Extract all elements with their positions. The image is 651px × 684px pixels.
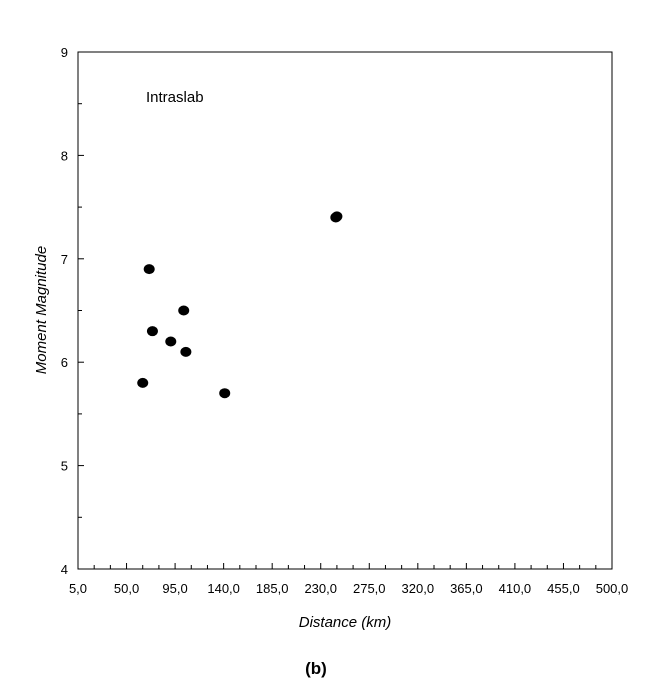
x-tick-label: 50,0: [114, 581, 139, 596]
data-point: [143, 264, 155, 275]
x-axis-title: Distance (km): [299, 614, 392, 631]
x-tick-label: 140,0: [207, 581, 240, 596]
y-tick-label: 9: [61, 45, 68, 60]
x-tick-label: 365,0: [450, 581, 483, 596]
data-point: [219, 388, 231, 399]
y-tick-label: 4: [61, 562, 68, 577]
x-tick-label: 185,0: [256, 581, 289, 596]
x-tick-label: 500,0: [596, 581, 629, 596]
data-point: [165, 336, 177, 347]
x-tick-label: 455,0: [547, 581, 580, 596]
y-tick-label: 5: [61, 459, 68, 474]
plot-area: [77, 51, 613, 570]
data-point: [137, 377, 149, 388]
x-tick-label: 5,0: [69, 581, 87, 596]
data-point: [180, 346, 192, 357]
data-point: [331, 211, 343, 222]
x-axis-ticks: 5,0 50,0 95,0 140,0 185,0 230,0 275,0 320,0 365,…: [69, 563, 628, 596]
y-axis-title: Moment Magnitude: [33, 246, 50, 374]
x-tick-label: 275,0: [353, 581, 386, 596]
x-tick-label: 320,0: [402, 581, 435, 596]
y-tick-label: 8: [61, 148, 68, 163]
x-tick-label: 230,0: [304, 581, 337, 596]
data-points: [137, 211, 343, 399]
x-tick-label: 410,0: [499, 581, 532, 596]
data-point: [146, 326, 158, 337]
y-tick-label: 6: [61, 355, 68, 370]
y-tick-label: 7: [61, 252, 68, 267]
data-point: [178, 305, 190, 316]
panel-label: (b): [305, 659, 327, 678]
y-axis-ticks: 4 5 6 7 8 9: [61, 45, 84, 577]
x-tick-label: 95,0: [162, 581, 187, 596]
annotation-intraslab: Intraslab: [146, 89, 204, 106]
